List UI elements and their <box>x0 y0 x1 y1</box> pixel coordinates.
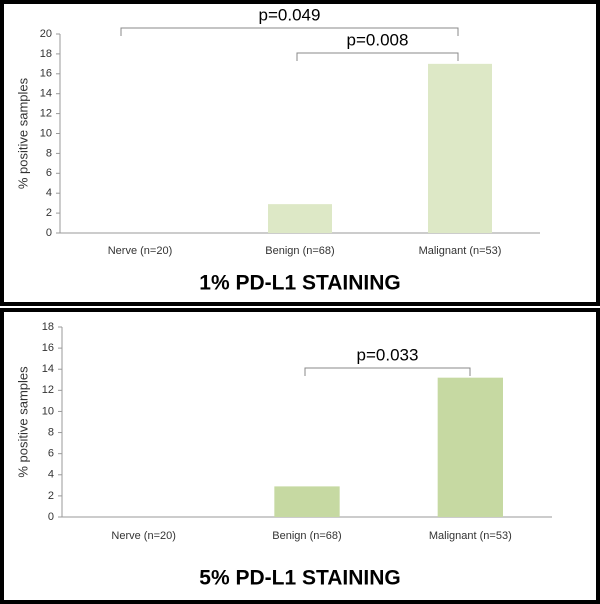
y-tick-label: 18 <box>40 48 52 60</box>
significance-bracket <box>120 27 459 36</box>
bar <box>437 377 503 517</box>
annotation: p=0.049 <box>259 5 321 24</box>
panel-border <box>0 0 600 306</box>
y-tick-label: 4 <box>46 187 52 199</box>
y-tick-label: 2 <box>48 490 54 502</box>
panel-border <box>0 308 600 604</box>
y-tick-label: 20 <box>40 28 52 40</box>
annotation: p=0.008 <box>347 30 409 49</box>
y-tick-label: 6 <box>48 448 54 460</box>
y-tick-label: 12 <box>40 108 52 120</box>
y-tick-label: 16 <box>40 68 52 80</box>
y-tick-label: 4 <box>48 469 54 481</box>
y-tick-label: 16 <box>42 342 54 354</box>
chart-title: 5% PD-L1 STAINING <box>199 567 400 590</box>
y-tick-label: 8 <box>48 426 54 438</box>
y-tick-label: 12 <box>42 384 54 396</box>
y-axis-label: % positive samples <box>15 77 30 189</box>
x-tick-label: Malignant (n=53) <box>429 530 512 542</box>
y-tick-label: 14 <box>42 363 54 375</box>
y-tick-label: 14 <box>40 88 52 100</box>
bar <box>274 486 340 517</box>
significance-bracket <box>304 367 471 376</box>
x-tick-label: Benign (n=68) <box>265 245 334 257</box>
chart-title: 1% PD-L1 STAINING <box>199 272 400 295</box>
significance-bracket <box>296 52 459 61</box>
x-tick-label: Malignant (n=53) <box>419 245 502 257</box>
y-tick-label: 10 <box>42 405 54 417</box>
y-tick-label: 18 <box>42 321 54 333</box>
bar <box>428 63 492 233</box>
x-tick-label: Nerve (n=20) <box>108 245 173 257</box>
x-tick-label: Benign (n=68) <box>272 530 341 542</box>
y-tick-label: 0 <box>48 511 54 523</box>
y-tick-label: 6 <box>46 167 52 179</box>
y-tick-label: 0 <box>46 227 52 239</box>
y-tick-label: 10 <box>40 127 52 139</box>
y-axis-label: % positive samples <box>15 366 30 478</box>
y-tick-label: 2 <box>46 207 52 219</box>
y-tick-label: 8 <box>46 147 52 159</box>
annotation: p=0.033 <box>357 345 419 364</box>
x-tick-label: Nerve (n=20) <box>111 530 176 542</box>
bar <box>268 204 332 233</box>
